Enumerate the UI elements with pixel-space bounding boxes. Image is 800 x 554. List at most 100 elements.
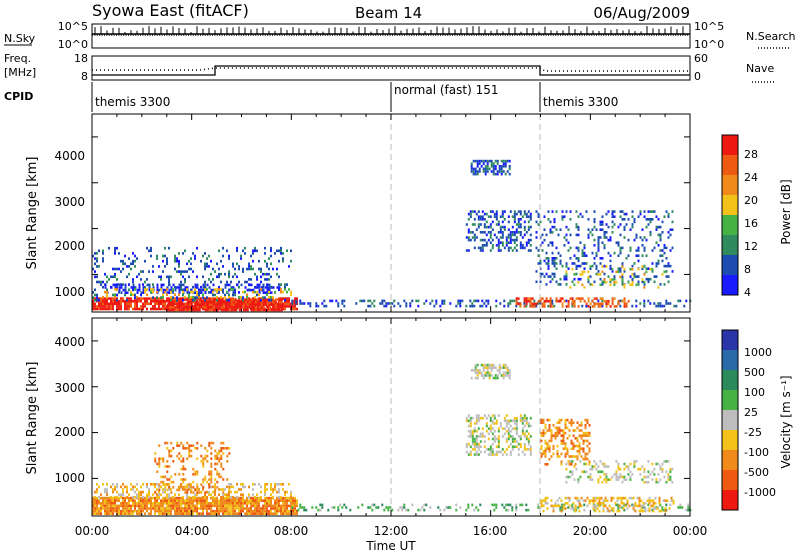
data-cell xyxy=(206,449,209,453)
data-cell xyxy=(515,212,518,216)
data-cell xyxy=(617,302,620,306)
data-cell xyxy=(677,299,680,303)
data-cell xyxy=(498,366,501,369)
data-cell xyxy=(566,452,569,456)
data-cell xyxy=(224,286,227,289)
data-cell xyxy=(246,296,248,299)
data-cell xyxy=(178,499,180,502)
data-cell xyxy=(94,262,96,266)
data-cell xyxy=(581,249,584,252)
data-cell xyxy=(567,475,570,479)
data-cell xyxy=(583,508,586,512)
data-cell xyxy=(517,225,520,229)
data-cell xyxy=(130,499,132,502)
data-cell xyxy=(465,249,468,252)
data-cell xyxy=(98,496,100,499)
data-cell xyxy=(565,270,568,274)
data-cell xyxy=(637,215,640,218)
data-cell xyxy=(658,509,661,513)
data-cell xyxy=(575,467,578,471)
data-cell xyxy=(568,496,571,500)
data-cell xyxy=(92,296,94,299)
data-cell xyxy=(480,363,483,367)
data-cell xyxy=(252,488,254,491)
cpid-segment-2: normal (fast) 151 xyxy=(394,83,498,97)
data-cell xyxy=(226,249,228,253)
data-cell xyxy=(204,283,206,286)
data-cell xyxy=(502,159,505,163)
data-cell xyxy=(489,210,492,213)
data-cell xyxy=(220,303,223,307)
data-cell xyxy=(478,371,481,375)
data-cell xyxy=(633,220,636,224)
data-cell xyxy=(553,272,556,276)
station-title: Syowa East (fitACF) xyxy=(92,1,249,20)
data-cell xyxy=(447,506,450,509)
data-cell xyxy=(280,512,282,515)
data-cell xyxy=(494,167,497,171)
data-cell xyxy=(367,506,370,509)
data-cell xyxy=(643,304,646,308)
data-cell xyxy=(621,475,624,479)
data-cell xyxy=(665,270,668,273)
data-cell xyxy=(494,376,497,380)
data-cell xyxy=(592,499,595,502)
data-cell xyxy=(248,298,251,301)
data-cell xyxy=(188,303,191,307)
data-cell xyxy=(212,303,215,307)
data-cell xyxy=(611,302,614,306)
data-cell xyxy=(238,280,240,284)
data-cell xyxy=(572,434,575,437)
data-cell xyxy=(471,236,474,239)
data-cell xyxy=(124,499,126,502)
data-cell xyxy=(220,496,222,499)
data-cell xyxy=(232,288,234,291)
data-cell xyxy=(132,283,135,287)
data-cell xyxy=(208,473,211,476)
data-cell xyxy=(611,508,614,512)
data-cell xyxy=(126,302,128,306)
data-cell xyxy=(580,504,583,508)
data-cell xyxy=(124,504,126,508)
data-cell xyxy=(493,416,496,420)
data-cell xyxy=(471,437,474,441)
data-cell xyxy=(389,302,392,305)
data-cell xyxy=(539,280,542,284)
data-cell xyxy=(478,159,481,163)
data-cell xyxy=(272,504,274,508)
data-cell xyxy=(164,475,167,479)
data-cell xyxy=(202,307,204,311)
data-cell xyxy=(210,485,212,489)
data-cell xyxy=(480,371,483,375)
data-cell xyxy=(619,270,622,273)
data-cell xyxy=(190,444,193,447)
data-cell xyxy=(502,363,505,367)
data-cell xyxy=(483,238,486,242)
data-cell xyxy=(491,437,494,441)
data-cell xyxy=(160,288,162,291)
data-cell xyxy=(258,267,260,271)
data-cell xyxy=(164,490,166,494)
data-cell xyxy=(515,249,518,252)
data-cell xyxy=(669,467,672,471)
data-cell xyxy=(495,244,498,247)
data-cell xyxy=(620,499,623,502)
data-cell xyxy=(188,502,190,505)
data-cell xyxy=(566,496,569,500)
data-cell xyxy=(164,246,166,250)
data-cell xyxy=(240,499,242,502)
data-cell xyxy=(475,414,478,417)
data-cell xyxy=(220,488,222,491)
data-cell xyxy=(280,504,282,508)
data-cell xyxy=(190,296,192,299)
data-cell xyxy=(248,306,251,309)
data-cell xyxy=(196,509,198,513)
data-cell xyxy=(487,448,490,451)
data-cell xyxy=(292,496,294,500)
data-cell xyxy=(136,296,138,299)
data-cell xyxy=(470,165,473,168)
data-cell xyxy=(489,453,492,456)
data-cell xyxy=(204,306,207,309)
data-cell xyxy=(559,508,562,512)
data-cell xyxy=(577,506,580,509)
